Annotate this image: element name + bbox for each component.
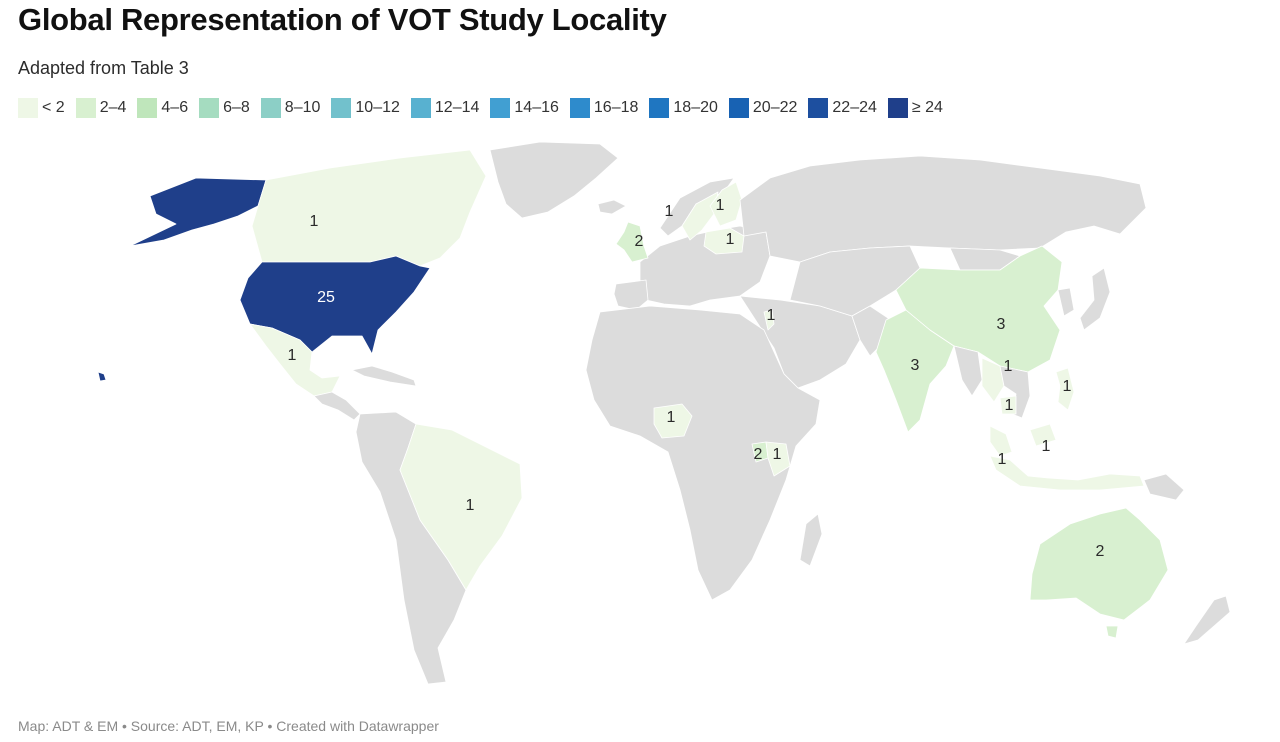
region-alaska[interactable] bbox=[129, 177, 267, 247]
region-united-kingdom[interactable] bbox=[615, 221, 649, 263]
region-israel[interactable] bbox=[763, 309, 775, 331]
legend-label: 18–20 bbox=[673, 99, 718, 116]
legend-label: < 2 bbox=[42, 99, 65, 116]
count-label-thailand: 1 bbox=[1004, 358, 1013, 375]
region-brazil[interactable] bbox=[399, 423, 523, 591]
legend-item: 22–24 bbox=[808, 98, 877, 118]
legend-item: 20–22 bbox=[728, 98, 798, 118]
count-label-nigeria: 1 bbox=[667, 409, 676, 426]
legend-label: 10–12 bbox=[355, 99, 400, 116]
region-hawaii[interactable] bbox=[97, 371, 107, 382]
count-label-china: 3 bbox=[997, 316, 1006, 333]
count-label-canada: 1 bbox=[310, 213, 319, 230]
region-poland[interactable] bbox=[703, 227, 745, 255]
region-africa bbox=[585, 305, 821, 601]
count-label-israel: 1 bbox=[767, 307, 776, 324]
world-map-svg: 1 25 1 1 2 1 1 1 1 1 2 1 3 3 1 1 1 1 1 2 bbox=[97, 141, 1231, 685]
count-label-united-states: 25 bbox=[317, 289, 335, 306]
page-subtitle: Adapted from Table 3 bbox=[18, 58, 189, 78]
footer-credit: Map: ADT & EM • Source: ADT, EM, KP • Cr… bbox=[18, 718, 439, 734]
region-japan bbox=[1079, 267, 1111, 331]
legend-swatch bbox=[18, 98, 38, 118]
region-tasmania[interactable] bbox=[1105, 625, 1119, 639]
legend-swatch bbox=[808, 98, 829, 118]
region-nigeria[interactable] bbox=[653, 403, 693, 439]
page-title: Global Representation of VOT Study Local… bbox=[18, 2, 667, 37]
legend-swatch bbox=[199, 98, 220, 118]
region-philippines[interactable] bbox=[1055, 367, 1075, 411]
legend-label: 14–16 bbox=[514, 99, 559, 116]
legend-label: 4–6 bbox=[161, 99, 189, 116]
legend-label: 16–18 bbox=[593, 99, 639, 116]
legend-label: 8–10 bbox=[284, 99, 321, 116]
count-label-india: 3 bbox=[911, 357, 920, 374]
color-legend: < 2 2–4 4–6 6–8 8–10 10–12 12–14 14–16 1… bbox=[18, 98, 954, 118]
legend-swatch bbox=[490, 98, 511, 118]
legend-label: 2–4 bbox=[99, 99, 127, 116]
region-thailand[interactable] bbox=[981, 357, 1005, 403]
count-label-australia: 2 bbox=[1096, 543, 1105, 560]
legend-swatch bbox=[569, 98, 590, 118]
legend-item: 10–12 bbox=[331, 98, 400, 118]
region-kenya[interactable] bbox=[765, 441, 791, 477]
legend-item: 4–6 bbox=[137, 98, 188, 118]
legend-item: < 2 bbox=[18, 98, 65, 118]
legend-swatch bbox=[410, 98, 431, 118]
legend-swatch bbox=[260, 98, 281, 118]
legend-swatch bbox=[649, 98, 670, 118]
region-indonesia[interactable] bbox=[989, 455, 1145, 491]
legend-label: 20–22 bbox=[752, 99, 798, 116]
region-australia[interactable] bbox=[1029, 507, 1169, 621]
legend-item: 14–16 bbox=[490, 98, 559, 118]
region-china[interactable] bbox=[895, 245, 1063, 373]
count-label-poland: 1 bbox=[726, 231, 735, 248]
count-label-uganda: 2 bbox=[754, 446, 763, 463]
legend-item: 16–18 bbox=[569, 98, 639, 118]
legend-swatch bbox=[75, 98, 96, 118]
region-mexico[interactable] bbox=[249, 323, 341, 397]
legend-item: 2–4 bbox=[75, 98, 127, 118]
legend-item: 12–14 bbox=[410, 98, 480, 118]
count-label-sweden: 1 bbox=[665, 203, 674, 220]
count-label-kenya: 1 bbox=[773, 446, 782, 463]
region-new-zealand bbox=[1183, 595, 1231, 645]
region-russia bbox=[739, 155, 1147, 263]
count-label-united-kingdom: 2 bbox=[635, 233, 644, 250]
region-iberia bbox=[613, 279, 649, 311]
count-label-mexico: 1 bbox=[288, 347, 297, 364]
legend-label: 12–14 bbox=[434, 99, 480, 116]
count-label-cambodia: 1 bbox=[1005, 397, 1014, 414]
legend-swatch bbox=[887, 98, 908, 118]
region-central-america bbox=[313, 391, 361, 421]
legend-item: ≥ 24 bbox=[887, 98, 943, 118]
region-cambodia[interactable] bbox=[999, 395, 1017, 415]
region-myanmar bbox=[953, 345, 983, 397]
legend-swatch bbox=[728, 98, 749, 118]
count-label-philippines: 1 bbox=[1063, 378, 1072, 395]
region-iceland bbox=[597, 199, 627, 215]
legend-item: 8–10 bbox=[260, 98, 321, 118]
region-malaysia[interactable] bbox=[989, 423, 1057, 457]
region-papua-new-guinea bbox=[1143, 473, 1185, 501]
count-label-indonesia: 1 bbox=[998, 451, 1007, 468]
count-label-finland: 1 bbox=[716, 197, 725, 214]
region-canada[interactable] bbox=[251, 149, 487, 267]
legend-label: 6–8 bbox=[223, 99, 250, 116]
legend-swatch bbox=[331, 98, 352, 118]
count-label-malaysia: 1 bbox=[1042, 438, 1051, 455]
legend-label: ≥ 24 bbox=[911, 99, 943, 116]
legend-swatch bbox=[137, 98, 158, 118]
region-korea bbox=[1057, 287, 1075, 317]
region-madagascar bbox=[799, 513, 823, 567]
legend-item: 6–8 bbox=[199, 98, 250, 118]
legend-item: 18–20 bbox=[649, 98, 718, 118]
legend-label: 22–24 bbox=[832, 99, 877, 116]
count-label-brazil: 1 bbox=[466, 497, 475, 514]
region-caribbean bbox=[351, 365, 417, 387]
region-greenland bbox=[489, 141, 619, 219]
world-map: 1 25 1 1 2 1 1 1 1 1 2 1 3 3 1 1 1 1 1 2 bbox=[0, 130, 1280, 700]
region-vietnam bbox=[999, 365, 1031, 419]
